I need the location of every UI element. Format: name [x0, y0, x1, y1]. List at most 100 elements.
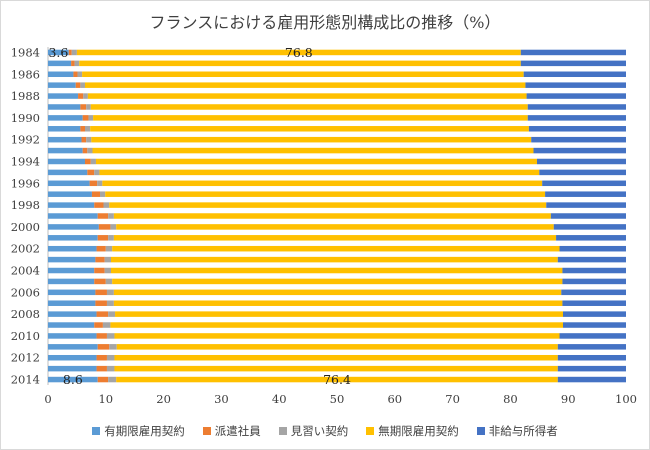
bar-segment-1996-s2: [97, 180, 103, 187]
bar-segment-2010-s0: [48, 333, 97, 339]
chart-legend: 有期限雇用契約 派遣社員 見習い契約 無期限雇用契約 非給与所得者: [0, 423, 650, 439]
legend-label: 無期限雇用契約: [378, 424, 459, 438]
data-label-1984-0: 3.6: [48, 45, 68, 60]
bar-segment-2002-s0: [48, 245, 97, 252]
bar-segment-2008-s4: [562, 311, 626, 317]
bar-segment-2001-s2: [108, 235, 114, 241]
bar-segment-2002-s4: [559, 245, 626, 252]
bar-segment-2012-s3: [114, 354, 558, 361]
y-tick-label-1984: 1984: [11, 45, 40, 59]
bar-segment-1988-s3: [87, 93, 527, 99]
bar-segment-2013-s3: [114, 365, 558, 372]
bar-segment-1996-s0: [48, 180, 90, 187]
bar-segment-2007-s3: [113, 300, 563, 306]
legend-item: 非給与所得者: [476, 423, 558, 439]
legend-item: 無期限雇用契約: [366, 423, 459, 439]
bar-segment-2009-s2: [102, 322, 111, 328]
data-label-1984-3: 76.8: [285, 45, 313, 60]
bar-segment-2004-s2: [104, 267, 112, 274]
y-tick-label-1986: 1986: [11, 67, 40, 81]
bar-segment-2009-s0: [48, 322, 95, 328]
y-tick-label-2008: 2008: [11, 307, 40, 321]
bar-segment-2005-s3: [112, 278, 563, 285]
bar-segment-1998-s1: [94, 202, 104, 208]
bar-segment-1999-s1: [97, 213, 109, 219]
bar-segment-2009-s4: [562, 322, 626, 328]
bar-segment-1984-s4: [520, 49, 626, 56]
bar-segment-1993-s4: [533, 147, 626, 154]
bar-segment-2005-s2: [105, 278, 113, 285]
bar-segment-2008-s0: [48, 311, 97, 317]
bar-segment-2000-s1: [98, 224, 111, 230]
bar-segment-2006-s1: [95, 289, 107, 296]
bar-segment-1996-s4: [542, 180, 626, 187]
bar-segment-1989-s0: [48, 104, 81, 110]
bar-segment-1997-s4: [545, 191, 626, 197]
bar-segment-1991-s4: [528, 126, 626, 132]
bar-segment-1999-s4: [550, 213, 626, 219]
bar-segment-1998-s3: [109, 202, 547, 208]
x-tick-label-50: 50: [330, 392, 345, 406]
bar-segment-1992-s2: [86, 136, 92, 143]
bar-segment-1998-s4: [546, 202, 626, 208]
bar-segment-2008-s2: [108, 311, 116, 317]
bar-segment-1994-s4: [536, 158, 626, 165]
x-tick-label-40: 40: [272, 392, 287, 406]
bar-segment-1988-s1: [78, 93, 84, 99]
bar-segment-1994-s1: [84, 158, 91, 165]
bar-segment-1987-s3: [84, 82, 526, 88]
bar-segment-2001-s0: [48, 235, 98, 241]
bar-segment-2004-s3: [111, 267, 563, 274]
x-tick-label-20: 20: [156, 392, 171, 406]
bar-segment-2013-s0: [48, 365, 97, 372]
bar-segment-2002-s3: [112, 245, 560, 252]
y-tick-label-1990: 1990: [11, 111, 40, 125]
y-tick-label-1996: 1996: [11, 176, 40, 190]
bar-segment-1985-s4: [520, 60, 626, 67]
bar-segment-2014-s2: [108, 376, 117, 383]
bar-segment-1989-s3: [90, 104, 528, 110]
x-tick-label-70: 70: [445, 392, 460, 406]
bar-segment-2005-s0: [48, 278, 95, 285]
legend-swatch: [366, 427, 375, 435]
y-tick-label-2000: 2000: [11, 220, 40, 234]
bar-segment-1985-s3: [79, 60, 521, 67]
data-label-2014-3: 76.4: [323, 372, 351, 387]
legend-item: 派遣社員: [202, 423, 261, 439]
bar-segment-1985-s0: [48, 60, 72, 67]
bar-segment-2013-s1: [96, 365, 107, 372]
legend-label: 有期限雇用契約: [104, 424, 185, 438]
bar-segment-1993-s1: [82, 147, 88, 154]
bar-segment-2013-s2: [106, 365, 115, 372]
bar-segment-1991-s1: [80, 126, 85, 132]
bar-segment-1989-s1: [80, 104, 87, 110]
bar-segment-2004-s0: [48, 267, 95, 274]
bar-segment-2010-s3: [114, 333, 560, 339]
bar-segment-1999-s0: [48, 213, 98, 219]
bar-segment-2011-s3: [116, 344, 558, 350]
bar-segment-1989-s4: [527, 104, 626, 110]
bar-segment-1999-s3: [113, 213, 551, 219]
y-tick-label-1988: 1988: [11, 89, 40, 103]
bar-segment-2000-s2: [110, 224, 117, 230]
bar-segment-2002-s2: [105, 245, 113, 252]
y-tick-label-1992: 1992: [11, 133, 40, 147]
bar-segment-1991-s3: [90, 126, 529, 132]
bar-segment-1992-s0: [48, 136, 82, 143]
bar-segment-2000-s0: [48, 224, 99, 230]
bar-segment-2001-s4: [556, 235, 626, 241]
y-tick-label-1998: 1998: [11, 198, 40, 212]
y-tick-label-2014: 2014: [11, 373, 40, 387]
bar-segment-2011-s2: [109, 344, 117, 350]
bar-segment-1997-s1: [91, 191, 101, 197]
bar-segment-2007-s0: [48, 300, 96, 306]
bar-segment-1986-s4: [523, 71, 626, 78]
bar-segment-1992-s1: [81, 136, 87, 143]
bar-segment-2005-s4: [562, 278, 626, 285]
bar-segment-2011-s4: [557, 344, 626, 350]
legend-swatch: [278, 427, 287, 435]
bar-segment-2012-s2: [106, 354, 115, 361]
bar-segment-2003-s4: [557, 256, 626, 263]
data-label-2014-0: 8.6: [63, 372, 83, 387]
